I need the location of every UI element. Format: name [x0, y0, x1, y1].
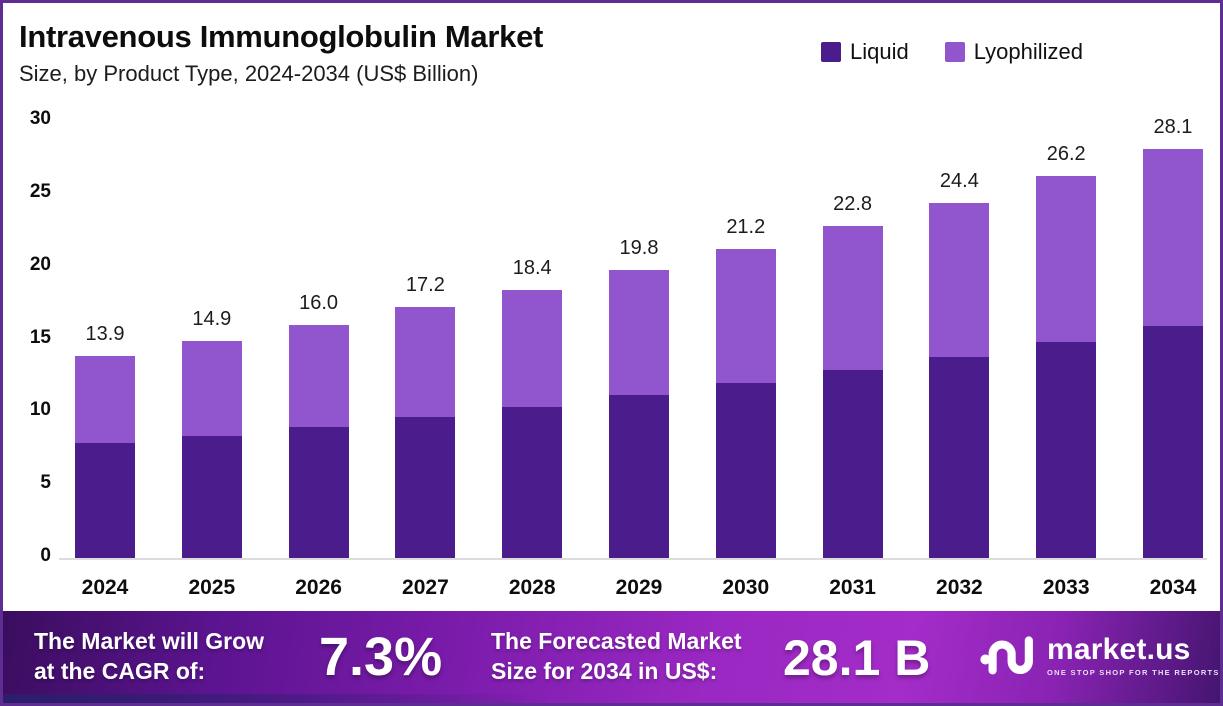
bar-total-label: 14.9: [192, 307, 232, 330]
y-tick-0: 0: [40, 545, 51, 566]
bar-2033: 26.2 2033: [1036, 121, 1097, 599]
legend-label-liquid: Liquid: [850, 39, 909, 64]
bar-total-label: 21.2: [726, 216, 766, 239]
forecast-label-line1: The Forecasted Market: [491, 628, 742, 654]
x-tick-2028: 2028: [508, 576, 556, 599]
lyophilized-segment: [1036, 176, 1097, 343]
bar-total-label: 17.2: [405, 274, 445, 297]
forecast-value: 28.1 B: [783, 630, 931, 686]
x-tick-2034: 2034: [1149, 576, 1197, 599]
lyophilized-segment: [75, 355, 135, 443]
y-tick-25: 25: [29, 180, 51, 202]
liquid-swatch: [821, 42, 841, 62]
legend-item-liquid: Liquid: [821, 39, 909, 65]
y-tick-15: 15: [29, 326, 51, 348]
bar-2024: 13.9 2024: [75, 121, 135, 599]
summary-banner: The Market will Grow at the CAGR of: 7.3…: [3, 611, 1220, 703]
forecast-label-line2: Size for 2034 in US$:: [491, 658, 718, 684]
chart-subtitle: Size, by Product Type, 2024-2034 (US$ Bi…: [19, 61, 479, 86]
market-us-logo-tagline: ONE STOP SHOP FOR THE REPORTS: [1047, 667, 1220, 677]
liquid-segment: [608, 394, 669, 558]
x-tick-2025: 2025: [188, 576, 236, 599]
x-tick-2031: 2031: [829, 576, 876, 599]
bar-2031: 22.8 2031: [822, 121, 883, 599]
x-tick-2027: 2027: [402, 576, 449, 599]
lyophilized-segment: [1142, 148, 1203, 327]
x-tick-2032: 2032: [936, 576, 983, 599]
liquid-segment: [502, 406, 563, 558]
bar-total-label: 28.1: [1153, 115, 1193, 138]
legend-item-lyophilized: Lyophilized: [944, 39, 1083, 65]
y-tick-10: 10: [29, 399, 51, 421]
lyophilized-segment: [181, 340, 242, 436]
x-axis-line: [59, 558, 1207, 560]
liquid-segment: [288, 426, 349, 558]
market-us-logo-icon: [980, 636, 1033, 675]
bar-2032: 24.4 2032: [929, 121, 990, 599]
lyophilized-segment: [929, 202, 990, 357]
x-tick-2024: 2024: [81, 576, 129, 599]
bar-total-label: 16.0: [299, 291, 339, 314]
liquid-segment: [75, 442, 135, 558]
liquid-segment: [1036, 342, 1097, 558]
liquid-segment: [822, 370, 883, 558]
bar-total-label: 24.4: [939, 169, 979, 192]
liquid-segment: [395, 416, 456, 558]
bar-total-label: 13.9: [85, 322, 125, 345]
forecast-label: The Forecasted Market Size for 2034 in U…: [491, 626, 742, 686]
liquid-segment: [181, 435, 242, 558]
lyophilized-swatch: [944, 42, 965, 62]
cagr-label: The Market will Grow at the CAGR of:: [34, 626, 264, 686]
cagr-value: 7.3%: [319, 627, 443, 687]
x-tick-2029: 2029: [615, 576, 663, 599]
lyophilized-segment: [288, 324, 349, 427]
market-us-logo: market.us ONE STOP SHOP FOR THE REPORTS: [979, 627, 1220, 683]
cagr-label-line1: The Market will Grow: [34, 628, 265, 654]
y-tick-30: 30: [29, 108, 51, 129]
market-us-logo-name: market.us: [1047, 632, 1191, 666]
y-tick-5: 5: [40, 472, 51, 494]
market-us-logo-text: market.us ONE STOP SHOP FOR THE REPORTS: [1047, 632, 1220, 677]
bar-total-label: 18.4: [512, 256, 552, 279]
lyophilized-segment: [715, 249, 776, 384]
bar-2029: 19.8 2029: [608, 121, 669, 599]
lyophilized-segment: [822, 225, 883, 371]
bar-2027: 17.2 2027: [395, 121, 456, 599]
bar-total-label: 26.2: [1046, 143, 1086, 166]
bar-2025: 14.9 2025: [181, 121, 242, 599]
bar-2026: 16.0 2026: [288, 121, 349, 599]
lyophilized-segment: [395, 307, 456, 417]
bar-total-label: 22.8: [833, 192, 873, 215]
lyophilized-segment: [608, 269, 669, 395]
bar-2034: 28.1 2034: [1142, 116, 1203, 599]
liquid-segment: [1142, 326, 1203, 558]
cagr-label-line2: at the CAGR of:: [34, 658, 206, 684]
x-tick-2026: 2026: [295, 576, 342, 599]
bar-chart: 13.9 2024 14.9 2025 16.0 2026 17.2 2027 18.4 2028…: [59, 116, 1207, 599]
x-tick-2033: 2033: [1042, 576, 1090, 599]
page-title: Intravenous Immunoglobulin Market: [19, 19, 544, 54]
y-tick-20: 20: [29, 253, 51, 275]
liquid-segment: [929, 356, 990, 558]
liquid-segment: [715, 383, 776, 558]
bar-2030: 21.2 2030: [715, 121, 776, 599]
legend-label-lyophilized: Lyophilized: [973, 39, 1083, 64]
lyophilized-segment: [502, 289, 563, 407]
legend: Liquid Lyophilized: [821, 39, 1083, 65]
x-tick-2030: 2030: [722, 576, 770, 599]
bar-total-label: 19.8: [619, 236, 659, 259]
chart-header: Intravenous Immunoglobulin Market Size, …: [19, 17, 543, 89]
bar-2028: 18.4 2028: [502, 121, 563, 599]
